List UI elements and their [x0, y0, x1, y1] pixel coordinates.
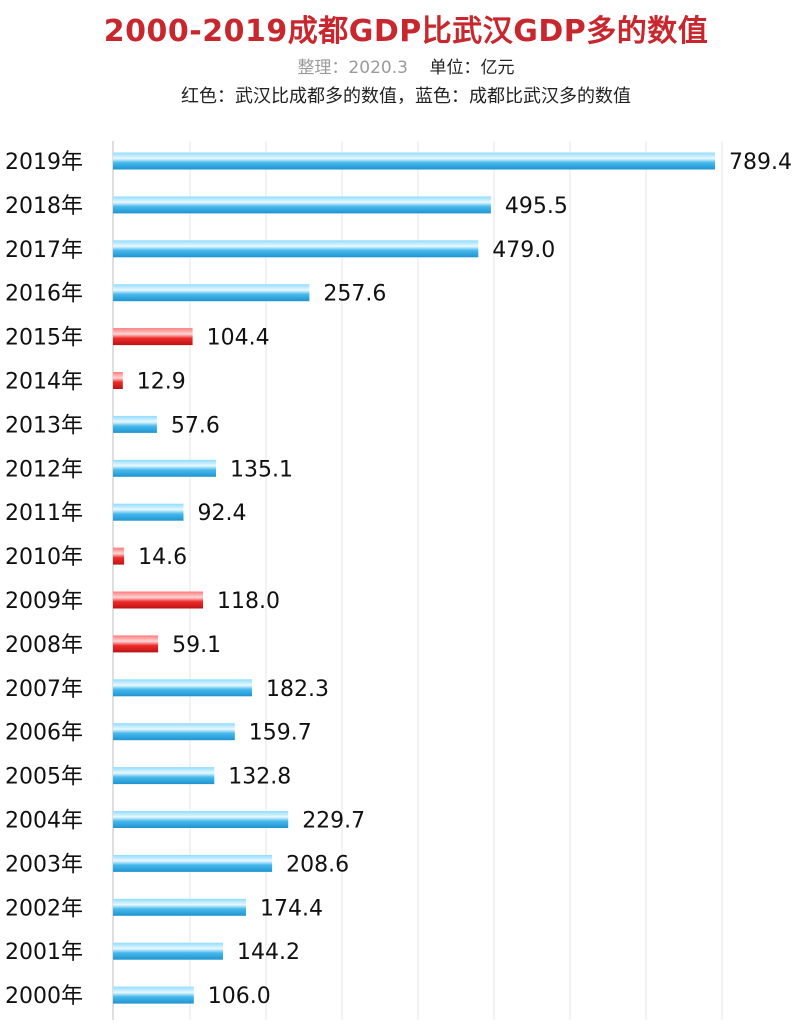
labels-group: 2019年 789.4 2018年 495.5 2017年 479.0 2016年 257.6…: [5, 150, 792, 1009]
grid-lines: [112, 141, 723, 1020]
value-label: 14.6: [138, 545, 187, 570]
value-label: 229.7: [302, 809, 365, 834]
value-label: 92.4: [198, 501, 247, 526]
unit-label: 单位：亿元: [429, 58, 515, 78]
category-label: 2017年: [5, 238, 83, 263]
category-label: 2004年: [5, 809, 83, 834]
value-label: 12.9: [137, 370, 186, 395]
category-label: 2015年: [5, 326, 83, 351]
value-label: 208.6: [286, 852, 349, 877]
value-label: 106.0: [208, 984, 271, 1009]
category-label: 2000年: [5, 984, 83, 1009]
category-label: 2010年: [5, 545, 83, 570]
bar-2011年: [113, 503, 184, 521]
category-label: 2012年: [5, 457, 83, 482]
bar-2010年: [113, 547, 125, 565]
bars-group: [113, 152, 715, 1004]
category-label: 2019年: [5, 150, 83, 175]
bar-2015年: [113, 328, 193, 346]
category-label: 2001年: [5, 940, 83, 965]
category-label: 2006年: [5, 721, 83, 746]
category-label: 2003年: [5, 852, 83, 877]
bar-2014年: [113, 372, 123, 389]
category-label: 2009年: [5, 589, 83, 614]
bar-2018年: [113, 196, 491, 214]
compiled-note: 整理：2020.3: [297, 58, 408, 78]
bar-2009年: [113, 591, 203, 609]
value-label: 159.7: [249, 721, 312, 746]
bar-2004年: [113, 811, 289, 828]
category-label: 2016年: [5, 282, 83, 307]
value-label: 118.0: [217, 589, 280, 614]
category-label: 2011年: [5, 501, 83, 526]
bar-2005年: [113, 767, 215, 785]
category-label: 2005年: [5, 765, 83, 790]
value-label: 789.4: [729, 150, 792, 175]
category-label: 2002年: [5, 896, 83, 921]
bar-2006年: [113, 723, 235, 741]
bar-2001年: [113, 942, 223, 960]
bar-2007年: [113, 679, 252, 697]
category-label: 2007年: [5, 677, 83, 702]
bar-2016年: [113, 284, 310, 302]
value-label: 135.1: [230, 457, 293, 482]
value-label: 144.2: [237, 940, 300, 965]
bar-2012年: [113, 459, 216, 477]
value-label: 57.6: [171, 413, 220, 438]
bar-2013年: [113, 415, 157, 433]
bar-2002年: [113, 898, 246, 916]
color-legend-text: 红色：武汉比成都多的数值，蓝色：成都比武汉多的数值: [181, 86, 631, 107]
value-label: 257.6: [323, 282, 386, 307]
category-label: 2013年: [5, 413, 83, 438]
bar-2017年: [113, 240, 479, 258]
value-label: 59.1: [172, 633, 221, 658]
value-label: 182.3: [266, 677, 329, 702]
chart-title: 2000-2019成都GDP比武汉GDP多的数值: [103, 14, 709, 49]
category-label: 2008年: [5, 633, 83, 658]
bar-2003年: [113, 854, 273, 872]
value-label: 479.0: [492, 238, 555, 263]
value-label: 174.4: [260, 896, 323, 921]
value-label: 104.4: [207, 326, 270, 351]
value-label: 132.8: [228, 765, 291, 790]
bar-2019年: [113, 152, 715, 170]
value-label: 495.5: [505, 194, 568, 219]
bar-2008年: [113, 635, 159, 653]
category-label: 2014年: [5, 370, 83, 395]
subtitle-line: 整理：2020.3 单位：亿元: [0, 53, 812, 78]
category-label: 2018年: [5, 194, 83, 219]
bar-2000年: [113, 986, 194, 1004]
